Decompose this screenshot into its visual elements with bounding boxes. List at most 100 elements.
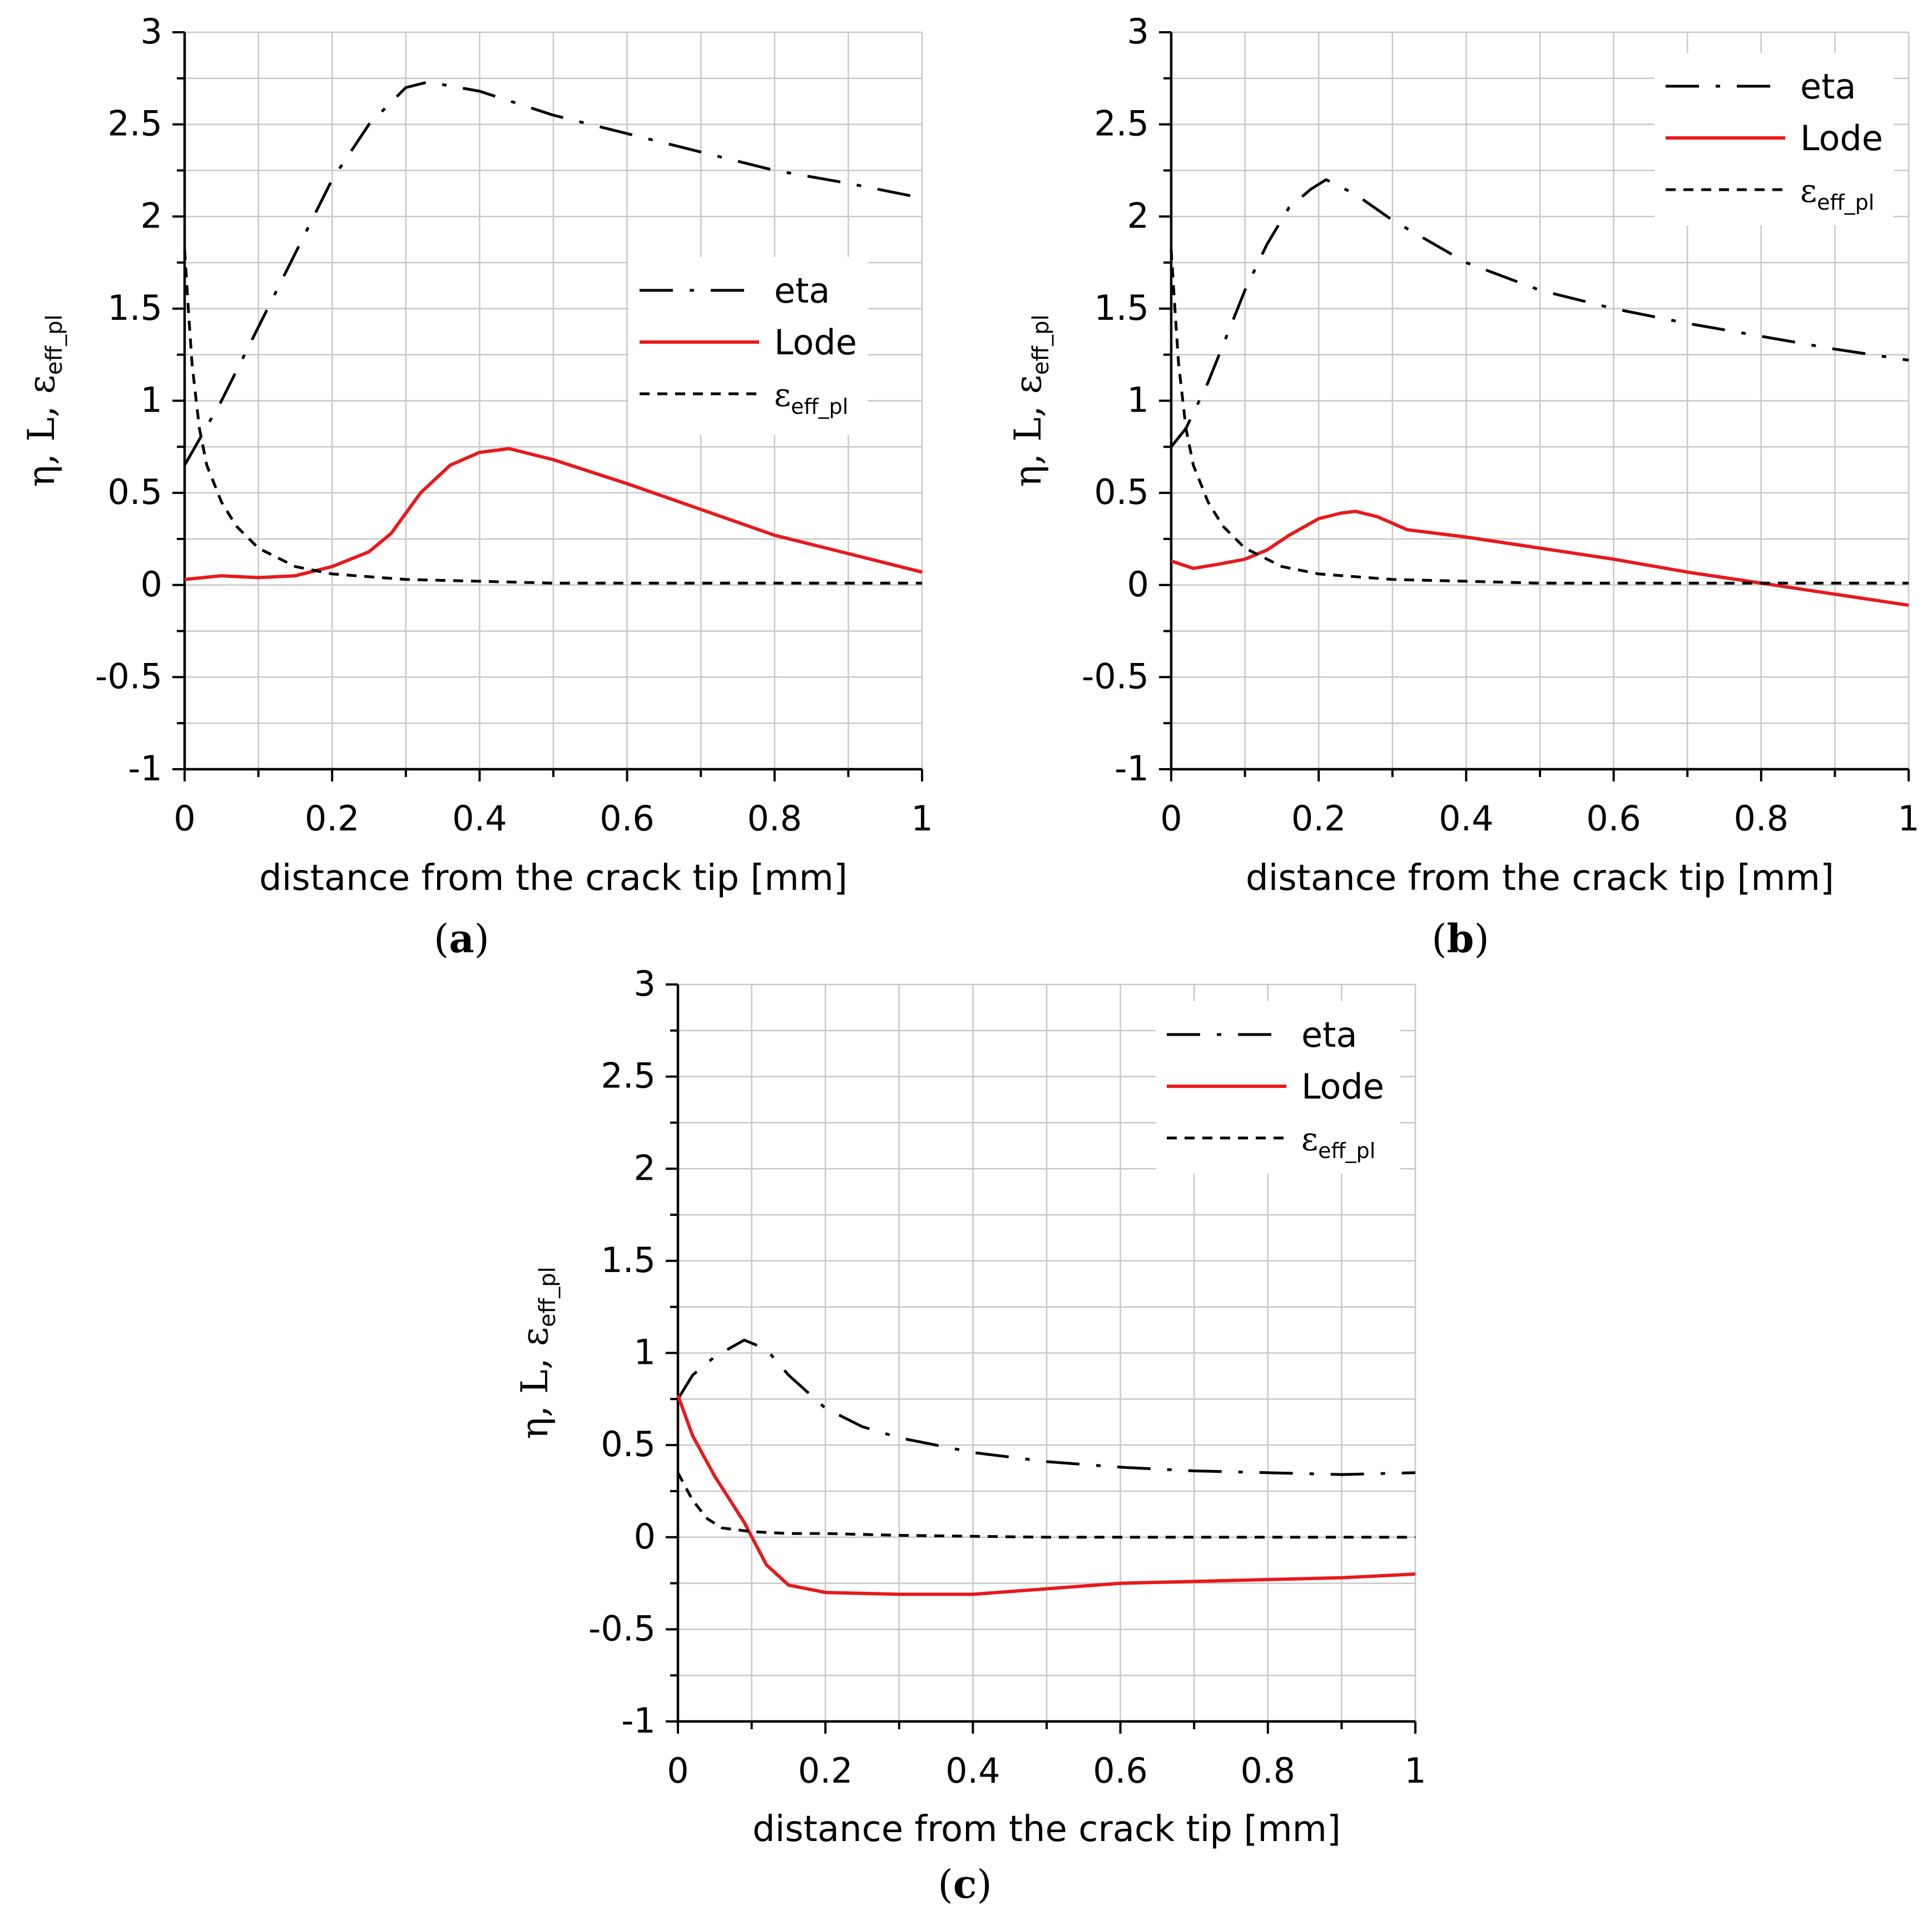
y-tick-label: 2 <box>1127 195 1149 236</box>
series-line-lode <box>1171 509 1909 607</box>
y-tick-label: 1.5 <box>107 288 162 328</box>
legend-label-eps-sub: eff_pl <box>1318 1139 1375 1163</box>
x-tick-label: 0.6 <box>600 798 655 839</box>
y-tick-label: 2.5 <box>601 1056 656 1096</box>
y-axis-title-sub: eff_pl <box>535 1266 561 1327</box>
y-tick-label: 3 <box>634 963 656 1004</box>
legend: eta Lode εeff_pl <box>1156 1001 1400 1174</box>
legend: eta Lode εeff_pl <box>628 257 868 435</box>
x-tick-label: 0 <box>1160 798 1182 839</box>
y-axis-title: η, L, εeff_pl <box>513 1266 561 1439</box>
y-tick-label: 3 <box>141 11 162 52</box>
legend-label-lode: Lode <box>1301 1066 1384 1107</box>
legend-label-eps: εeff_pl <box>1301 1120 1375 1163</box>
series-line-eta <box>676 1338 1416 1476</box>
y-tick-label: 1.5 <box>1094 288 1149 328</box>
panel-label-close: ) <box>977 1862 992 1907</box>
panel-label-letter: c <box>953 1861 977 1907</box>
y-axis-title-main: η, L, ε <box>1007 375 1049 487</box>
y-tick-label: -1 <box>621 1700 656 1741</box>
y-tick-label: 1 <box>141 380 162 420</box>
legend-label-lode: Lode <box>774 322 857 363</box>
y-axis-title-main: η, L, ε <box>513 1327 556 1439</box>
x-tick-label: 0 <box>174 798 195 839</box>
y-tick-label: -0.5 <box>95 656 162 696</box>
x-tick-label: 1 <box>1404 1750 1426 1791</box>
x-tick-label: 0.6 <box>1093 1750 1148 1791</box>
x-tick-label: 0.8 <box>1240 1750 1295 1791</box>
x-tick-label: 0.4 <box>945 1750 1000 1791</box>
chart-b: -1 -0.5 0 0.5 1 1.5 2 2.5 3 0 0.2 0.4 0.6 0.8 1 distanc… <box>1007 11 1920 962</box>
y-tick-label: 2 <box>141 195 162 236</box>
panel-label-open: ( <box>434 916 449 962</box>
series-line-lode <box>184 447 923 581</box>
panel-label-close: ) <box>474 916 489 962</box>
y-tick-label: 2 <box>634 1147 656 1188</box>
legend-label-eps-sub: eff_pl <box>1817 190 1874 215</box>
legend-label-eps-sub: eff_pl <box>791 394 848 419</box>
y-axis-title-sub: eff_pl <box>1028 314 1054 375</box>
chart-c: -1 -0.5 0 0.5 1 1.5 2 2.5 3 0 0.2 0.4 0.6 0.8 1 distanc… <box>513 963 1426 1907</box>
series-line-lode <box>676 1394 1416 1596</box>
y-axis-title-text: η, L, εeff_pl <box>20 314 67 487</box>
series-line-effpl <box>1170 249 1909 585</box>
legend-label-eps: εeff_pl <box>774 376 848 419</box>
panel-label-open: ( <box>1431 916 1446 962</box>
y-tick-label: 1.5 <box>601 1240 656 1280</box>
y-tick-label: -0.5 <box>588 1608 656 1649</box>
panel-label-letter: b <box>1447 916 1474 962</box>
series-line-eta <box>183 80 923 466</box>
y-tick-label: -1 <box>128 748 162 789</box>
series-line-effpl <box>183 249 922 585</box>
legend-label-eta: eta <box>774 270 830 311</box>
x-tick-label: 1 <box>911 798 933 839</box>
y-axis-title: η, L, εeff_pl <box>20 314 67 487</box>
x-tick-label: 0.2 <box>305 798 360 839</box>
x-tick-label: 0.4 <box>1439 798 1494 839</box>
y-tick-label: 0 <box>141 564 162 605</box>
y-tick-label: 2.5 <box>107 103 162 144</box>
series-line-eta <box>1170 178 1909 448</box>
y-axis-title-text: η, L, εeff_pl <box>1007 314 1054 487</box>
y-axis-title-text: η, L, εeff_pl <box>513 1266 561 1439</box>
x-tick-label: 0.4 <box>452 798 507 839</box>
y-tick-label: -1 <box>1114 748 1149 789</box>
legend-label-lode: Lode <box>1800 118 1883 159</box>
y-tick-label: 1 <box>634 1332 656 1373</box>
legend-label-eta: eta <box>1301 1015 1357 1055</box>
y-tick-label: 3 <box>1127 11 1149 52</box>
panel-label-letter: a <box>449 916 474 962</box>
panel-label: (b) <box>1431 916 1489 962</box>
y-tick-label: 0.5 <box>1094 472 1149 512</box>
panel-label: (c) <box>938 1861 992 1907</box>
x-tick-label: 0.2 <box>1291 798 1346 839</box>
y-tick-label: 0.5 <box>107 472 162 512</box>
x-tick-label: 0.8 <box>747 798 802 839</box>
y-axis-title-sub: eff_pl <box>42 314 67 375</box>
legend: eta Lode εeff_pl <box>1654 53 1894 225</box>
y-tick-label: 2.5 <box>1094 103 1149 144</box>
legend-background <box>628 257 868 435</box>
x-axis-title: distance from the crack tip [mm] <box>259 858 848 899</box>
y-tick-label: 1 <box>1127 380 1149 420</box>
x-tick-label: 0.6 <box>1586 798 1641 839</box>
y-axis-title: η, L, εeff_pl <box>1007 314 1054 487</box>
y-axis-title-main: η, L, ε <box>20 375 63 487</box>
x-axis-title: distance from the crack tip [mm] <box>1246 858 1834 899</box>
x-axis-title: distance from the crack tip [mm] <box>752 1809 1341 1850</box>
y-tick-label: 0 <box>1127 564 1149 605</box>
x-tick-label: 1 <box>1898 798 1919 839</box>
x-tick-label: 0.8 <box>1733 798 1789 839</box>
legend-label-eps: εeff_pl <box>1800 172 1874 215</box>
legend-label-eps-main: ε <box>1800 172 1817 210</box>
y-tick-label: 0.5 <box>601 1424 656 1464</box>
chart-a: -1 -0.5 0 0.5 1 1.5 2 2.5 3 0 0.2 0.4 0.6 0.8 1 distanc… <box>20 11 933 962</box>
panel-label-close: ) <box>1474 916 1489 962</box>
legend-label-eps-main: ε <box>774 376 791 414</box>
x-tick-label: 0.2 <box>798 1750 853 1791</box>
y-tick-label: 0 <box>634 1516 656 1557</box>
y-tick-label: -0.5 <box>1082 656 1149 696</box>
panel-label: (a) <box>434 916 489 962</box>
legend-label-eta: eta <box>1800 66 1856 107</box>
